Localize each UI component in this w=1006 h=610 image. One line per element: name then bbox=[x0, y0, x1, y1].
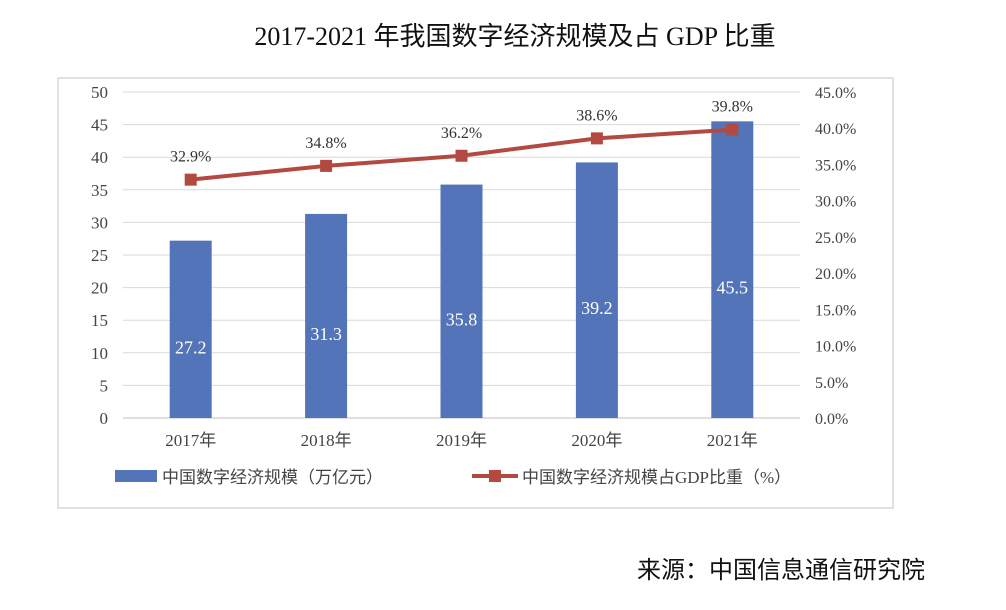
right-axis-tick-label: 20.0% bbox=[815, 266, 856, 283]
bar-data-label: 27.2 bbox=[175, 337, 207, 357]
bar-data-label: 39.2 bbox=[581, 298, 613, 318]
left-axis-tick-label: 15 bbox=[91, 311, 108, 330]
left-axis-tick-label: 25 bbox=[91, 246, 108, 265]
legend-bar-label: 中国数字经济规模（万亿元） bbox=[162, 468, 383, 487]
bar bbox=[305, 213, 348, 418]
right-axis-tick-label: 40.0% bbox=[815, 121, 856, 138]
bar-data-label: 45.5 bbox=[717, 278, 749, 298]
x-axis-tick-label: 2020年 bbox=[571, 431, 622, 450]
left-axis-tick-label: 50 bbox=[91, 83, 108, 102]
right-axis-tick-label: 10.0% bbox=[815, 339, 856, 356]
x-axis-tick-label: 2021年 bbox=[707, 431, 758, 450]
chart-title: 2017-2021 年我国数字经济规模及占 GDP 比重 bbox=[254, 22, 775, 51]
left-axis-tick-label: 20 bbox=[91, 279, 108, 298]
left-axis-tick-label: 45 bbox=[91, 116, 108, 135]
legend-line-label: 中国数字经济规模占GDP比重（%） bbox=[522, 468, 791, 487]
line-marker bbox=[726, 123, 739, 136]
left-axis-tick-label: 40 bbox=[91, 148, 108, 167]
left-axis-tick-label: 0 bbox=[100, 409, 109, 428]
left-axis-tick-label: 30 bbox=[91, 213, 108, 232]
x-axis-tick-label: 2018年 bbox=[301, 431, 352, 450]
line-data-label: 39.8% bbox=[712, 99, 753, 116]
x-axis-tick-label: 2019年 bbox=[436, 431, 487, 450]
right-axis-tick-label: 30.0% bbox=[815, 194, 856, 211]
bar bbox=[169, 240, 212, 418]
line-marker bbox=[320, 159, 333, 172]
line-data-label: 36.2% bbox=[441, 125, 482, 142]
right-axis-tick-label: 5.0% bbox=[815, 375, 848, 392]
bar bbox=[575, 162, 618, 418]
left-axis-tick-label: 10 bbox=[91, 344, 108, 363]
right-axis-tick-label: 45.0% bbox=[815, 85, 856, 102]
right-axis-tick-label: 15.0% bbox=[815, 302, 856, 319]
left-axis-tick-label: 35 bbox=[91, 181, 108, 200]
right-axis-tick-label: 25.0% bbox=[815, 230, 856, 247]
bar-data-label: 31.3 bbox=[310, 324, 342, 344]
line-data-label: 32.9% bbox=[170, 149, 211, 166]
line-marker bbox=[590, 132, 603, 145]
x-axis-tick-label: 2017年 bbox=[165, 431, 216, 450]
legend-bar-swatch bbox=[115, 470, 157, 482]
bar bbox=[440, 184, 483, 418]
line-data-label: 38.6% bbox=[576, 107, 617, 124]
legend-line-marker bbox=[489, 470, 501, 482]
right-axis-tick-label: 35.0% bbox=[815, 157, 856, 174]
line-marker bbox=[184, 173, 197, 186]
right-axis-tick-label: 0.0% bbox=[815, 411, 848, 428]
source-note: 来源：中国信息通信研究院 bbox=[637, 557, 925, 584]
bar-data-label: 35.8 bbox=[446, 309, 478, 329]
left-axis-tick-label: 5 bbox=[100, 376, 109, 395]
bar bbox=[711, 121, 754, 418]
line-marker bbox=[455, 149, 468, 162]
chart-frame bbox=[57, 77, 894, 509]
line-data-label: 34.8% bbox=[305, 135, 346, 152]
